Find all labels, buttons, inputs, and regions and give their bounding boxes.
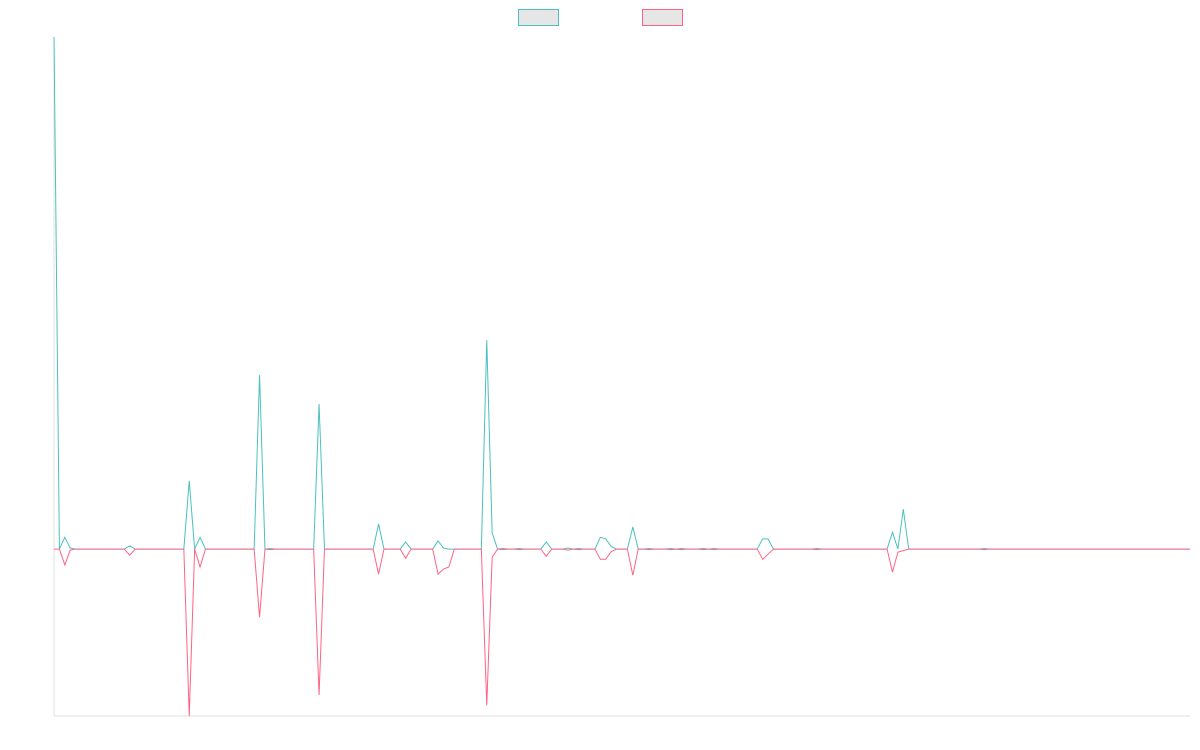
- legend-swatch: [642, 9, 683, 26]
- series-line: [53, 36, 1190, 552]
- legend-swatch: [518, 9, 559, 26]
- series-line: [54, 548, 1190, 717]
